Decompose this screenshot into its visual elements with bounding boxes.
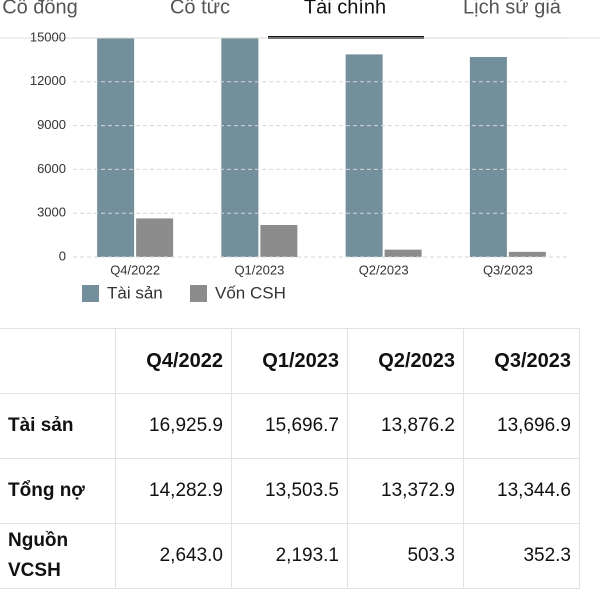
row-label: Tài sản	[0, 393, 116, 459]
bar	[221, 38, 259, 257]
bar	[97, 38, 135, 257]
legend-swatch	[190, 285, 207, 302]
y-tick-label: 0	[59, 248, 66, 263]
bar	[508, 251, 546, 257]
cell: 2,193.1	[231, 523, 348, 589]
y-tick-label: 12000	[30, 73, 66, 88]
bar	[345, 54, 383, 258]
cell: 13,696.9	[463, 393, 580, 459]
bar	[260, 224, 298, 257]
chart: Cổ đông Cổ tức Tài chính Lịch sử giá 0 3000 60…	[0, 0, 600, 302]
column-header: Q1/2023	[231, 328, 348, 394]
corner-cell	[0, 328, 116, 394]
tab[interactable]: Cổ đông	[2, 0, 78, 18]
bar	[384, 249, 422, 257]
y-tick-label: 9000	[37, 117, 66, 132]
cell: 13,372.9	[347, 458, 464, 524]
legend-label: Tài sản	[107, 283, 163, 302]
tab[interactable]: Tài chính	[304, 0, 386, 18]
row-label: Nguồn VCSH	[0, 523, 116, 589]
y-tick-label: 15000	[30, 29, 66, 44]
column-header: Q4/2022	[115, 328, 232, 394]
x-tick-label: Q2/2023	[359, 262, 409, 277]
cell: 14,282.9	[115, 458, 232, 524]
cell: 15,696.7	[231, 393, 348, 459]
legend-label: Vốn CSH	[215, 283, 286, 302]
bar	[136, 218, 174, 257]
cell: 13,876.2	[347, 393, 464, 459]
bar	[469, 57, 507, 257]
table-row: Tài sản 16,925.9 15,696.7 13,876.2 13,696.9	[0, 393, 580, 459]
x-tick-label: Q1/2023	[234, 262, 284, 277]
legend-swatch	[82, 285, 99, 302]
x-tick-label: Q4/2022	[110, 262, 160, 277]
cell: 2,643.0	[115, 523, 232, 589]
y-tick-label: 6000	[37, 161, 66, 176]
cell: 13,503.5	[231, 458, 348, 524]
table-row: Tổng nợ 14,282.9 13,503.5 13,372.9 13,344.6	[0, 458, 580, 524]
tab[interactable]: Lịch sử giá	[463, 0, 562, 18]
cell: 13,344.6	[463, 458, 580, 524]
column-header: Q3/2023	[463, 328, 580, 394]
y-tick-label: 3000	[37, 205, 66, 220]
cell: 352.3	[463, 523, 580, 589]
header-row: Q4/2022 Q1/2023 Q2/2023 Q3/2023	[0, 328, 580, 394]
data-table: Q4/2022 Q1/2023 Q2/2023 Q3/2023 Tài sản 16,92…	[0, 328, 580, 589]
bars	[97, 38, 546, 258]
cell: 503.3	[347, 523, 464, 589]
tab[interactable]: Cổ tức	[170, 0, 230, 18]
x-tick-label: Q3/2023	[483, 262, 533, 277]
table-row: Nguồn VCSH 2,643.0 2,193.1 503.3 352.3	[0, 523, 580, 589]
cell: 16,925.9	[115, 393, 232, 459]
column-header: Q2/2023	[347, 328, 464, 394]
row-label: Tổng nợ	[0, 458, 116, 524]
